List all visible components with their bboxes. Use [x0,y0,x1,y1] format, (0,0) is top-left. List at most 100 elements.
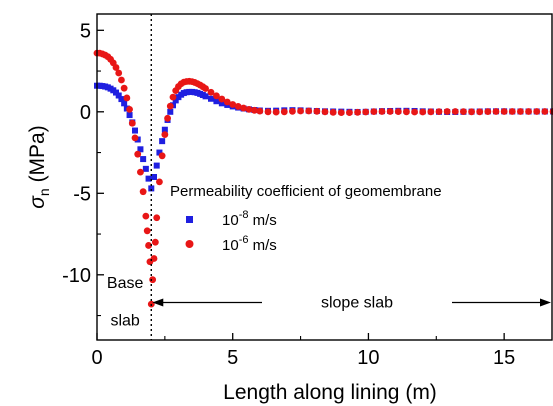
y-axis-title-subscript: n [36,188,52,196]
data-point-square [208,95,214,102]
y-tick-label: 5 [80,20,91,42]
data-point-circle [272,108,280,116]
data-point-square [121,100,128,107]
data-point-circle [443,108,451,115]
data-point-circle [118,76,125,84]
legend-label-base: 10 [222,212,239,229]
legend-item-1e-8: 10-8 m/s [186,209,277,229]
legend-title: Permeability coefficient of geomembrane [170,183,442,200]
x-tick-label: 15 [493,347,515,369]
data-point-circle [128,119,136,127]
data-point-circle [251,106,258,114]
y-tick-label: -5 [73,183,91,205]
data-point-circle [476,108,484,116]
data-point-circle [378,108,386,115]
data-point-square [167,108,174,115]
data-point-square [156,149,163,156]
data-point-circle [305,107,313,115]
data-point-circle [451,108,459,115]
arrow-head-left-icon [152,298,164,307]
data-point-circle [131,134,139,142]
y-axis-title-unit: (MPa) [26,125,49,188]
data-point-circle [289,107,296,115]
x-tick-label: 10 [357,347,379,369]
data-point-square [115,92,122,99]
data-point-circle [139,188,147,196]
data-point-circle [403,108,410,116]
data-point-circle [156,178,163,186]
data-point-circle [240,104,247,112]
data-point-circle [419,108,427,116]
data-point-circle [169,93,177,101]
data-point-circle [123,94,131,102]
legend-label-1e-8: 10-8 m/s [222,209,277,229]
data-point-square [202,93,209,100]
legend-label-unit: m/s [248,237,276,254]
data-point-circle [120,84,128,92]
data-point-circle [245,105,253,113]
data-point-square [145,175,152,182]
data-point-circle [280,108,288,116]
data-point-circle [346,109,353,117]
data-point-square [151,174,157,180]
data-point-circle [126,105,133,113]
data-point-circle [161,131,169,139]
data-point-circle [142,212,150,220]
legend-label-exponent: -8 [239,209,249,221]
y-tick-label: 0 [80,102,91,124]
y-axis-title-symbol: σ [26,195,49,209]
data-point-circle [370,108,378,116]
data-point-square [153,162,160,169]
data-point-circle [112,64,120,71]
data-point-circle [137,168,144,176]
data-point-circle [166,102,174,110]
data-point-circle [321,108,329,116]
data-point-circle [362,108,370,116]
arrow-head-right-icon [540,298,551,307]
legend-item-1e-6: 10-6 m/s [185,234,277,254]
data-point-circle [297,107,304,115]
data-point-circle [525,108,532,115]
data-point-square [159,138,166,145]
data-point-circle [517,108,524,115]
x-tick-label: 5 [227,347,238,369]
data-point-circle [435,108,443,116]
data-point-circle [329,108,337,116]
slope-slab-arrow [152,298,551,307]
data-point-circle [164,114,171,122]
data-point-circle [202,85,209,92]
data-point-square [118,96,125,103]
data-point-circle [468,108,475,116]
plot-frame [96,13,553,341]
data-point-square [126,112,133,119]
data-point-circle [386,108,394,115]
data-point-square [172,97,179,104]
data-point-circle [313,107,321,115]
data-point-square [132,127,138,134]
data-point-circle [394,108,402,116]
data-point-square [137,146,144,153]
data-point-square [213,98,220,105]
data-point-circle [541,108,549,115]
data-point-circle [337,109,345,117]
legend-square-marker [186,216,193,223]
data-point-circle [218,95,226,103]
data-point-circle [256,107,264,115]
y-axis-title: σn (MPa) [26,125,52,208]
slope-slab-label: slope slab [321,295,393,312]
data-point-circle [427,108,435,116]
data-point-circle [460,108,467,116]
legend-circle-marker [185,240,194,248]
data-point-circle [134,150,142,158]
series-permeability-1e-6 [93,49,553,308]
data-point-circle [150,255,158,262]
data-point-circle [158,152,166,160]
data-point-circle [229,101,237,108]
data-point-circle [223,98,231,106]
data-point-circle [492,108,500,115]
data-point-circle [411,108,418,116]
x-axis-title: Length along lining (m) [223,381,437,404]
legend: Permeability coefficient of geomembrane … [170,183,442,254]
base-slab-label-line1: Base [107,275,144,292]
